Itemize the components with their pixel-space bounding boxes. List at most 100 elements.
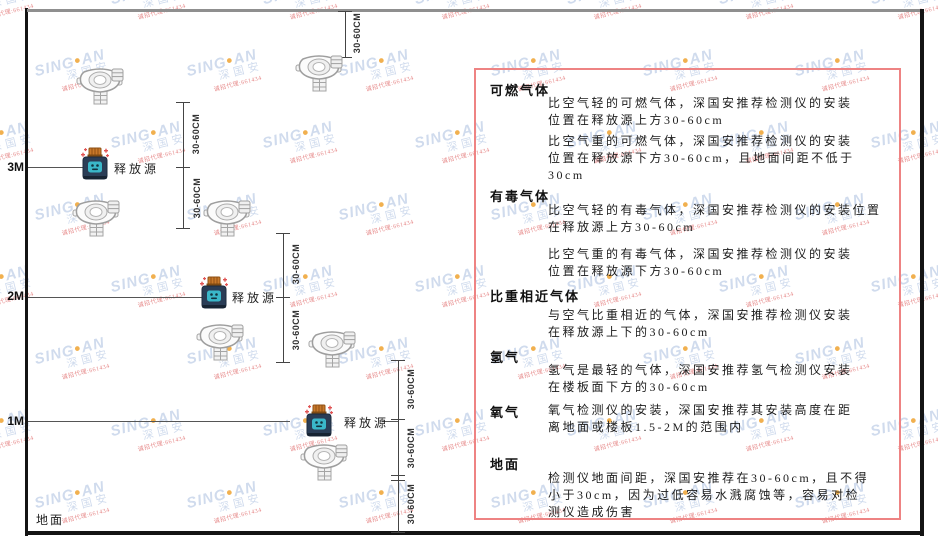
watermark-agent-text: 诚招代理:661434 <box>897 147 938 166</box>
section-paragraph: 比空气重的有毒气体，深国安推荐检测仪的安装 位置在释放源下方30-60cm <box>548 247 853 278</box>
watermark-cjk-text: 深国安 <box>65 492 113 515</box>
watermark-dot-icon: ● <box>376 53 388 68</box>
watermark-brand-text: SING●AN <box>32 334 107 369</box>
watermark-brand-text: SING●AN <box>184 46 259 81</box>
watermark-brand-text: SING●AN <box>336 478 411 513</box>
dim-line-3m <box>183 102 184 228</box>
watermark-cjk-text: 深国安 <box>141 132 189 155</box>
section-paragraph: 与空气比重相近的气体，深国安推荐检测仪安装 在释放源上下的30-60cm <box>548 308 853 339</box>
watermark-agent-text: 诚招代理:661434 <box>213 507 263 526</box>
watermark-dot-icon: ● <box>908 269 920 284</box>
watermark-brand-text: SING●AN <box>717 0 794 8</box>
ceiling-line <box>27 9 923 12</box>
dim-tick <box>391 532 405 533</box>
dim-tick <box>276 233 290 234</box>
watermark-brand-text: SING●AN <box>108 118 183 153</box>
release-source-icon-3m <box>81 147 109 180</box>
dim-tick <box>176 167 190 168</box>
release-source-icon-1m <box>305 404 333 437</box>
release-source-label-1m: 释放源 <box>344 416 390 430</box>
section-heading-oxygen: 氧气 <box>490 405 521 420</box>
detector-icon-1m-above <box>308 331 356 368</box>
dim-label-2m-below: 30-60CM <box>291 309 301 351</box>
detector-icon-3m-below <box>72 200 120 237</box>
watermark-dot-icon: ● <box>452 125 464 140</box>
detector-icon-3m-above <box>76 68 124 105</box>
watermark-brand-text: SING●AN <box>32 478 107 513</box>
watermark-agent-text: 诚招代理:661434 <box>0 435 35 454</box>
watermark-dot-icon: ● <box>0 125 8 140</box>
section-paragraph: 氧气检测仪的安装，深国安推荐其安装高度在距 离地面或楼板1.5-2M的范围内 <box>548 403 853 434</box>
watermark-agent-text: 诚招代理:661434 <box>897 291 938 310</box>
dim-tick <box>391 475 405 476</box>
watermark-cjk-text: 深国安 <box>369 60 417 83</box>
watermark-dot-icon: ● <box>300 269 312 284</box>
watermark-agent-text: 诚招代理:661434 <box>213 363 263 382</box>
detector-icon-ceiling <box>295 55 343 92</box>
watermark-dot-icon: ● <box>376 341 388 356</box>
watermark-cjk-text: 深国安 <box>217 492 265 515</box>
height-label-2m: 2M <box>7 289 24 303</box>
watermark-brand-text: SING●AN <box>261 0 338 8</box>
watermark-agent-text: 诚招代理:661434 <box>897 435 938 454</box>
watermark-brand-text: SING●AN <box>869 0 938 8</box>
level-line-1m-right <box>382 421 398 422</box>
dim-tick <box>391 480 405 481</box>
watermark-agent-text: 诚招代理:661434 <box>213 75 263 94</box>
watermark-brand-text: SING●AN <box>0 0 34 8</box>
left-wall-line <box>25 8 28 536</box>
section-heading-combustible: 可燃气体 <box>490 83 551 98</box>
dim-label-3m-above: 30-60CM <box>191 113 201 155</box>
watermark-dot-icon: ● <box>452 413 464 428</box>
watermark-dot-icon: ● <box>224 53 236 68</box>
watermark-dot-icon: ● <box>908 125 920 140</box>
watermark-agent-text: 诚招代理:661434 <box>365 219 415 238</box>
dim-tick <box>276 297 290 298</box>
section-heading-toxic: 有毒气体 <box>490 189 551 204</box>
ground-label: 地面 <box>36 513 65 527</box>
dim-label-ceiling: 30-60CM <box>352 12 362 54</box>
watermark-brand-text: SING●AN <box>109 0 186 8</box>
watermark-dot-icon: ● <box>0 269 8 284</box>
section-paragraph: 比空气轻的有毒气体，深国安推荐检测仪的安装位置 在释放源上方30-60cm <box>548 203 882 234</box>
section-paragraph: 氢气是最轻的气体，深国安推荐氢气检测仪安装 在楼板面下方的30-60cm <box>548 363 853 394</box>
release-source-label-2m: 释放源 <box>232 291 278 305</box>
watermark-brand-text: SING●AN <box>336 46 411 81</box>
watermark-dot-icon: ● <box>72 485 84 500</box>
section-paragraph: 比空气轻的可燃气体，深国安推荐检测仪的安装 位置在释放源上方30-60cm <box>548 96 853 127</box>
watermark-dot-icon: ● <box>300 125 312 140</box>
detector-icon-1m-below <box>300 444 348 481</box>
release-source-icon-2m <box>200 276 228 309</box>
watermark-dot-icon: ● <box>148 269 160 284</box>
dim-tick <box>391 360 405 361</box>
section-heading-ground: 地面 <box>490 457 521 472</box>
watermark-agent-text: 诚招代理:661434 <box>137 291 187 310</box>
watermark-dot-icon: ● <box>376 485 388 500</box>
level-line-3m <box>28 167 85 168</box>
floor-line <box>25 531 924 535</box>
watermark-brand-text: SING●AN <box>108 262 183 297</box>
watermark-dot-icon: ● <box>224 485 236 500</box>
dim-tick <box>338 57 352 58</box>
section-heading-similar-density: 比重相近气体 <box>490 289 581 304</box>
dim-line-ceiling <box>345 11 346 57</box>
watermark-dot-icon: ● <box>376 197 388 212</box>
dim-tick <box>276 362 290 363</box>
watermark-agent-text: 诚招代理:661434 <box>289 147 339 166</box>
release-source-label-3m: 释放源 <box>114 162 160 176</box>
watermark-dot-icon: ● <box>528 53 540 68</box>
watermark-brand-text: SING●AN <box>336 190 411 225</box>
watermark-cjk-text: 深国安 <box>217 60 265 83</box>
watermark-dot-icon: ● <box>680 53 692 68</box>
